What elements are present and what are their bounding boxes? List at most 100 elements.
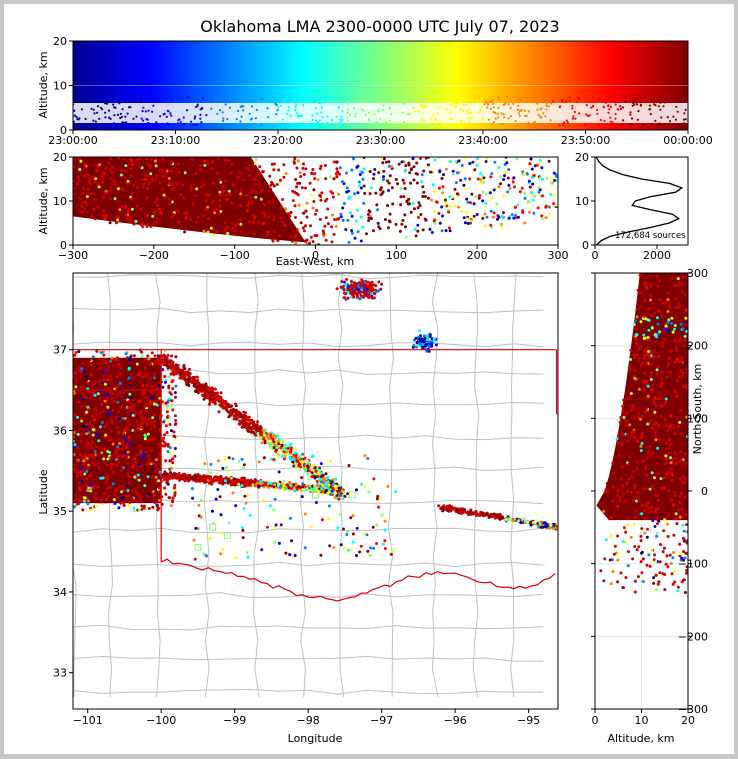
panhandle-source xyxy=(102,379,105,382)
time-height-source xyxy=(565,101,567,103)
ew-source xyxy=(176,218,179,221)
ew-source xyxy=(273,163,276,166)
time-height-source xyxy=(169,112,171,114)
north-storm-source xyxy=(347,291,350,294)
ew-source xyxy=(360,215,363,218)
scattered-source xyxy=(325,489,328,492)
time-height-source xyxy=(312,119,314,121)
lma-station-marker xyxy=(224,532,230,538)
ns-source xyxy=(626,524,629,527)
ns-source xyxy=(685,572,688,575)
time-height-source xyxy=(354,116,356,118)
ew-source xyxy=(410,167,413,170)
time-height-source xyxy=(463,104,465,106)
ns-source xyxy=(668,471,671,474)
time-height-source xyxy=(241,116,243,118)
ew-source xyxy=(323,225,326,228)
ew-source xyxy=(103,217,106,220)
panhandle-source xyxy=(162,421,165,424)
ns-source xyxy=(639,274,642,277)
streak-source xyxy=(290,447,293,450)
panhandle-source xyxy=(92,453,95,456)
time-height-source xyxy=(576,101,578,103)
ns-source xyxy=(651,383,654,386)
ew-source xyxy=(348,196,351,199)
ew-source xyxy=(185,216,188,219)
time-height-source xyxy=(607,123,609,125)
ew-source xyxy=(84,163,87,166)
ew-source xyxy=(490,210,493,213)
panhandle-source xyxy=(162,437,165,440)
county-line xyxy=(511,273,516,697)
ew-source xyxy=(322,229,325,232)
panhandle-source xyxy=(102,359,105,362)
panhandle-source xyxy=(82,392,85,395)
ew-source xyxy=(124,164,127,167)
ew-source xyxy=(121,188,124,191)
ns-source xyxy=(676,522,679,525)
ns-source xyxy=(657,499,660,502)
time-height-source xyxy=(660,116,662,118)
panhandle-source xyxy=(100,451,103,454)
panhandle-source xyxy=(128,359,131,362)
streak-source xyxy=(264,441,267,444)
ns-source xyxy=(606,482,609,485)
scattered-source xyxy=(242,466,245,469)
ew-source xyxy=(305,239,308,242)
ew-source xyxy=(473,215,476,218)
time-height-source xyxy=(458,100,460,102)
streak-source xyxy=(327,476,330,479)
time-height-source xyxy=(339,118,341,120)
streak-source xyxy=(256,420,259,423)
time-height-source xyxy=(353,107,355,109)
ew-source xyxy=(246,209,249,212)
time-height-source xyxy=(104,102,106,104)
streak-source xyxy=(301,482,304,485)
panhandle-source xyxy=(147,475,150,478)
time-height-source xyxy=(382,109,384,111)
time-height-source xyxy=(461,99,463,101)
panhandle-source xyxy=(84,456,87,459)
ew-source xyxy=(468,162,471,165)
streak-source xyxy=(175,367,178,370)
streak-source xyxy=(233,477,236,480)
time-height-source xyxy=(214,100,216,102)
panhandle-source xyxy=(89,490,92,493)
ew-source xyxy=(269,184,272,187)
panhandle-source xyxy=(94,380,97,383)
time-height-source xyxy=(385,121,387,123)
panhandle-source xyxy=(151,416,154,419)
ns-source xyxy=(674,451,677,454)
panhandle-source xyxy=(110,467,113,470)
ew-source xyxy=(361,171,364,174)
ew-source xyxy=(262,234,265,237)
ew-source xyxy=(181,184,184,187)
time-height-source xyxy=(375,99,377,101)
northeast-storm-source xyxy=(435,343,438,346)
scattered-source xyxy=(339,513,342,516)
ns-source xyxy=(633,323,636,326)
time-height-source xyxy=(452,104,454,106)
ew-source xyxy=(266,233,269,236)
ns-source xyxy=(678,421,681,424)
streak-source xyxy=(322,474,325,477)
streak-source xyxy=(455,509,458,512)
ew-source xyxy=(415,234,418,237)
ew-source xyxy=(136,205,139,208)
streak-source xyxy=(186,373,189,376)
panhandle-source xyxy=(174,422,177,425)
time-height-source xyxy=(302,99,304,101)
ew-source xyxy=(362,178,365,181)
streak-source xyxy=(532,521,535,524)
panhandle-source xyxy=(92,355,95,358)
ew-source xyxy=(128,220,131,223)
ew-source xyxy=(168,182,171,185)
ns-source xyxy=(638,388,641,391)
time-height-source xyxy=(320,123,322,125)
time-height-source xyxy=(572,118,574,120)
time-height-source xyxy=(438,106,440,108)
ns-source xyxy=(655,588,658,591)
scattered-source xyxy=(272,508,275,511)
scattered-source xyxy=(200,516,203,519)
panhandle-source xyxy=(111,409,114,412)
